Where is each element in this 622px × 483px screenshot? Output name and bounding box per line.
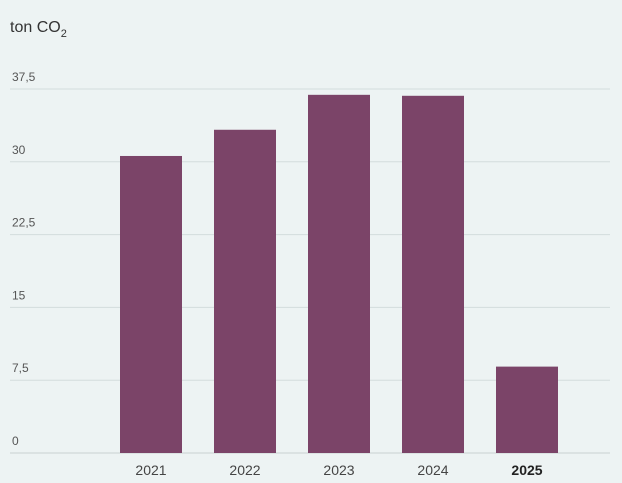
y-tick-label: 30 (12, 143, 26, 157)
y-axis-unit-subscript: 2 (61, 28, 67, 40)
y-axis-unit-text: ton CO (10, 19, 61, 36)
y-axis-unit-label: ton CO2 (10, 19, 67, 40)
x-axis-labels: 2021 2022 2023 2024 2025 (135, 462, 542, 478)
bar-2022 (214, 129, 276, 453)
y-tick-label: 37,5 (12, 70, 36, 84)
x-category-label: 2023 (323, 462, 354, 478)
bar-2021 (120, 155, 182, 453)
bars (120, 94, 558, 453)
bar-2025 (496, 366, 558, 453)
y-tick-label: 15 (12, 288, 26, 302)
y-axis-ticks: 0 7,5 15 22,5 30 37,5 (12, 70, 36, 448)
y-tick-label: 0 (12, 434, 19, 448)
x-category-label: 2025 (511, 462, 542, 478)
x-category-label: 2021 (135, 462, 166, 478)
y-tick-label: 7,5 (12, 361, 29, 375)
x-category-label: 2022 (229, 462, 260, 478)
x-category-label: 2024 (417, 462, 448, 478)
bar-2024 (402, 95, 464, 453)
y-tick-label: 22,5 (12, 216, 36, 230)
bar-2023 (308, 94, 370, 453)
